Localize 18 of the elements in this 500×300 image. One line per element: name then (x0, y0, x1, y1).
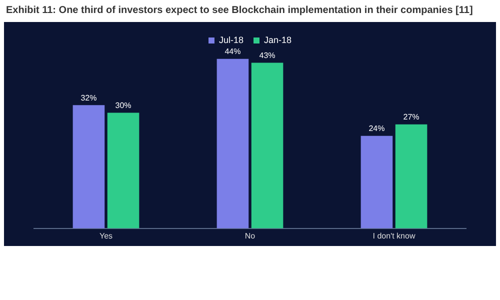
bar (360, 136, 393, 228)
x-tick-label: No (244, 231, 256, 240)
data-label: 43% (259, 50, 276, 60)
legend-label: Jul-18 (218, 34, 244, 45)
bar (216, 58, 249, 228)
data-label: 30% (115, 101, 132, 110)
x-tick-label: I don't know (372, 231, 416, 240)
bar (72, 105, 105, 228)
bar (251, 62, 284, 228)
chart-title: Exhibit 11: One third of investors expect to see Blockchain implementation in their companies [11] (5, 4, 474, 18)
data-label: 27% (403, 112, 420, 122)
bar (395, 124, 428, 228)
data-label: 32% (80, 93, 97, 102)
legend-label: Jan-18 (264, 34, 292, 45)
x-tick-label: Yes (99, 231, 113, 240)
data-label: 24% (368, 124, 385, 134)
bar (107, 112, 140, 228)
data-label: 44% (224, 47, 241, 56)
